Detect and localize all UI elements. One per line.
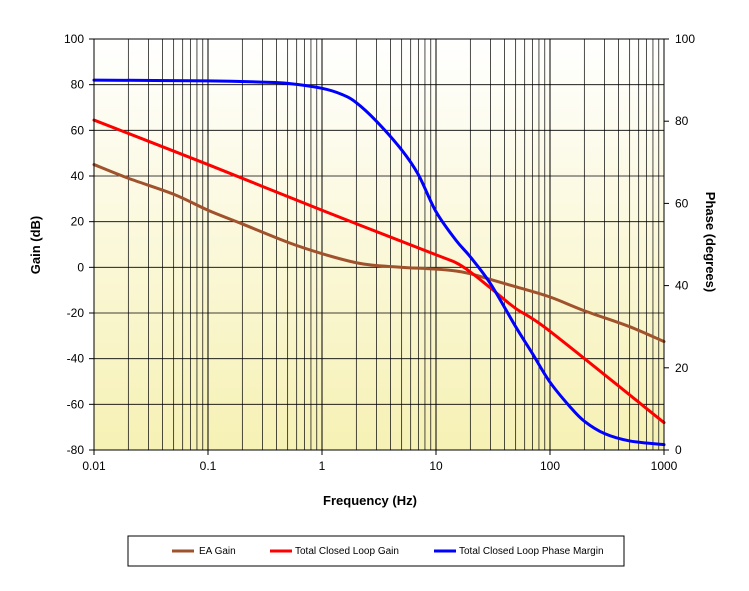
x-tick-label: 100 xyxy=(540,459,560,473)
legend-item-phase-margin: Total Closed Loop Phase Margin xyxy=(434,546,604,557)
y-tick-label: -40 xyxy=(67,352,85,366)
y2-tick-label: 80 xyxy=(675,114,689,128)
y-axis-title: Gain (dB) xyxy=(28,216,43,275)
legend-label: Total Closed Loop Phase Margin xyxy=(459,546,604,557)
legend-item-ea-gain: EA Gain xyxy=(172,546,236,557)
y-tick-label: -80 xyxy=(67,443,85,457)
y-tick-label: 0 xyxy=(77,260,84,274)
y-tick-label: -60 xyxy=(67,397,85,411)
y-tick-label: 40 xyxy=(71,169,85,183)
x-tick-label: 0.1 xyxy=(200,459,217,473)
x-tick-label: 1000 xyxy=(651,459,678,473)
y2-tick-label: 20 xyxy=(675,361,689,375)
y2-tick-label: 100 xyxy=(675,32,695,46)
y-tick-label: 60 xyxy=(71,123,85,137)
phase-margin-line xyxy=(92,78,666,447)
x-axis-title: Frequency (Hz) xyxy=(323,493,417,508)
x-tick-label: 10 xyxy=(429,459,443,473)
ea-gain-line xyxy=(92,163,666,344)
y-tick-label: 80 xyxy=(71,78,85,92)
legend: EA Gain Total Closed Loop Gain Total Close… xyxy=(127,535,625,567)
y-tick-label: 20 xyxy=(71,215,85,229)
closed-loop-gain-line xyxy=(92,118,666,425)
y2-axis-title: Phase (degrees) xyxy=(703,192,718,292)
y2-tick-label: 40 xyxy=(675,279,689,293)
series-lines xyxy=(92,78,666,447)
plot-border xyxy=(93,38,665,451)
legend-box xyxy=(127,535,625,567)
y2-tick-label: 60 xyxy=(675,196,689,210)
plot-area xyxy=(94,39,664,450)
y2-tick-label: 0 xyxy=(675,443,682,457)
legend-label: Total Closed Loop Gain xyxy=(295,546,399,557)
tick-labels: 0.01 0.1 1 10 100 1000100806040200-20-40-60-8… xyxy=(64,32,695,473)
legend-item-closed-loop-gain: Total Closed Loop Gain xyxy=(270,546,399,557)
x-tick-label: 1 xyxy=(319,459,326,473)
y-tick-label: 100 xyxy=(64,32,84,46)
x-tick-label: 0.01 xyxy=(82,459,106,473)
y-tick-label: -20 xyxy=(67,306,85,320)
legend-label: EA Gain xyxy=(199,546,236,557)
